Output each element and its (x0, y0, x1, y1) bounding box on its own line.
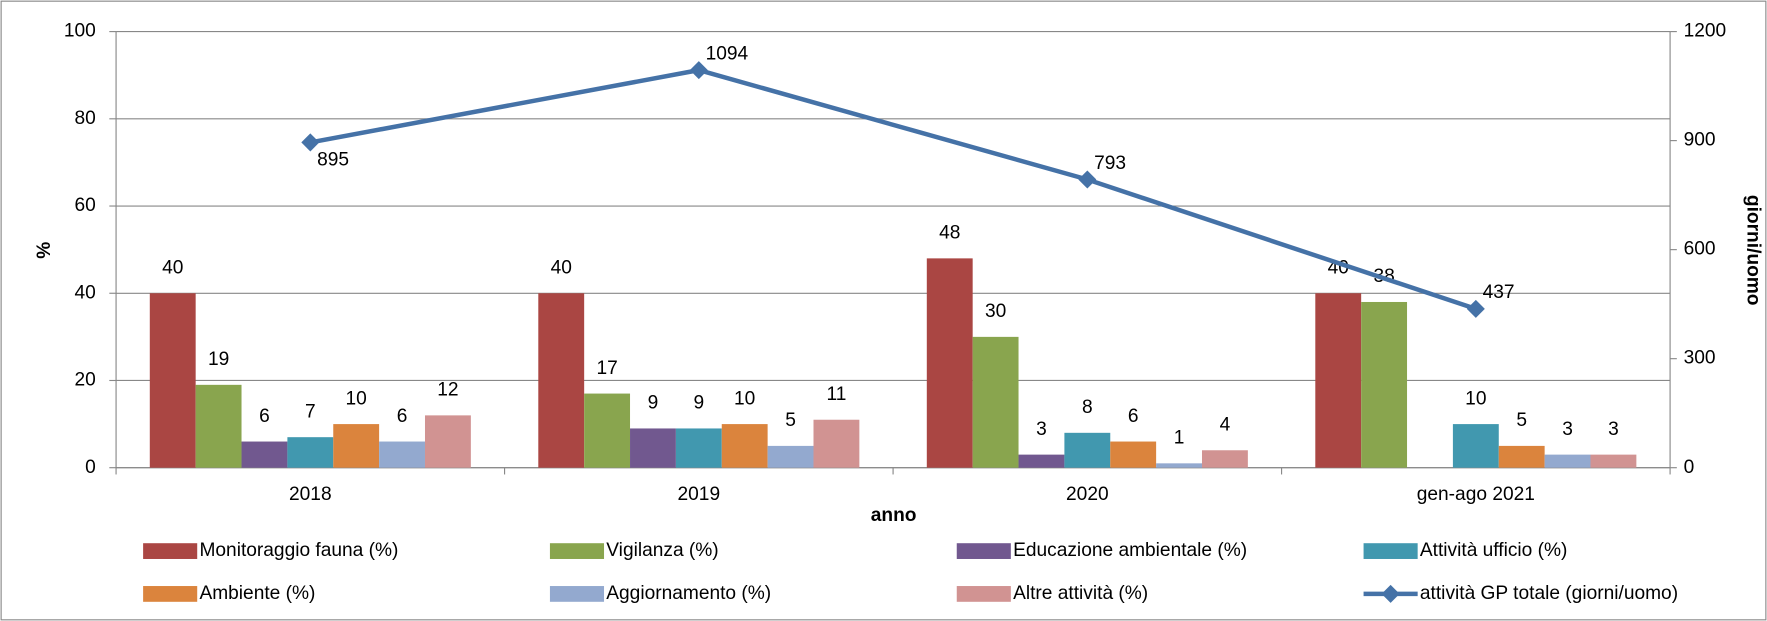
legend-swatch (956, 543, 1011, 559)
bar (675, 428, 722, 468)
data-label: 40 (551, 258, 572, 279)
y2-tick-label: 0 (1684, 457, 1695, 478)
data-label: 4 (1220, 415, 1231, 436)
data-label: 11 (826, 384, 846, 405)
bar (1156, 463, 1202, 468)
data-label: 10 (346, 388, 367, 409)
data-label: 8 (1082, 397, 1093, 418)
bar (1064, 432, 1111, 468)
bar (1590, 454, 1637, 468)
legend-swatch (143, 586, 198, 602)
bar (1201, 450, 1248, 468)
data-label: 1 (1174, 428, 1185, 449)
bar (813, 419, 860, 468)
legend-swatch (956, 586, 1011, 602)
legend-label: Attività ufficio (%) (1420, 540, 1568, 561)
x-tick-label: 2020 (1066, 484, 1109, 505)
bar (584, 393, 631, 468)
x-tick-label: 2018 (289, 484, 332, 505)
x-axis-label: anno (871, 505, 917, 526)
y2-tick-label: 600 (1684, 239, 1716, 260)
line-label: 895 (317, 150, 349, 171)
data-label: 7 (305, 401, 316, 422)
legend-label: Educazione ambientale (%) (1013, 540, 1247, 561)
legend-label: Altre attività (%) (1013, 583, 1148, 604)
data-label: 6 (397, 406, 408, 427)
bar (630, 428, 676, 468)
line-label: 1094 (706, 43, 749, 64)
y-tick-label: 100 (64, 21, 96, 42)
y-tick-label: 60 (74, 195, 95, 216)
data-label: 10 (734, 388, 755, 409)
data-label: 40 (162, 258, 183, 279)
bar (721, 424, 768, 468)
bar (926, 258, 973, 468)
y-tick-label: 20 (74, 370, 95, 391)
line-label: 437 (1483, 282, 1515, 303)
legend-swatch (549, 586, 605, 602)
data-label: 5 (785, 410, 796, 431)
bar (1544, 454, 1591, 468)
bar (424, 415, 471, 468)
legend-label: Aggiornamento (%) (606, 583, 771, 604)
y2-tick-label: 900 (1684, 130, 1716, 151)
bar (972, 336, 1019, 468)
data-label: 9 (693, 393, 704, 414)
x-tick-label: gen-ago 2021 (1417, 484, 1535, 505)
data-label: 30 (985, 301, 1006, 322)
legend-label: attività GP totale (giorni/uomo) (1420, 583, 1678, 604)
legend-swatch (1363, 543, 1418, 559)
line (309, 67, 1477, 312)
bar (1452, 424, 1499, 468)
line-marker (1466, 299, 1485, 318)
bar (241, 441, 288, 468)
data-label: 9 (648, 393, 659, 414)
x-tick-label: 2019 (678, 484, 721, 505)
data-label: 12 (437, 380, 458, 401)
line-marker (301, 133, 320, 152)
legend-swatch (143, 543, 198, 559)
y-axis-label: % (34, 242, 55, 259)
data-label: 3 (1562, 419, 1573, 440)
data-label: 17 (596, 358, 617, 379)
y2-axis-label: giorni/uomo (1742, 195, 1763, 306)
legend-label: Ambiente (%) (199, 583, 315, 604)
data-label: 6 (1128, 406, 1139, 427)
bar (1498, 445, 1545, 468)
bar (767, 445, 814, 468)
bar (333, 424, 380, 468)
y-tick-label: 80 (74, 108, 95, 129)
bar (1110, 441, 1157, 468)
data-label: 6 (259, 406, 270, 427)
data-label: 19 (208, 349, 229, 370)
bar (287, 437, 334, 468)
data-label: 3 (1036, 419, 1047, 440)
legend-label: Vigilanza (%) (606, 540, 718, 561)
y2-tick-label: 1200 (1684, 21, 1727, 42)
y-tick-label: 40 (74, 282, 95, 303)
bar (149, 293, 196, 468)
bar (538, 293, 585, 468)
bar (1018, 454, 1065, 468)
bar (1315, 293, 1362, 468)
data-label: 10 (1465, 388, 1486, 409)
y2-tick-label: 300 (1684, 348, 1716, 369)
data-label: 5 (1516, 410, 1527, 431)
bar (1361, 301, 1408, 468)
legend-label: Monitoraggio fauna (%) (199, 540, 398, 561)
legend-swatch (549, 543, 605, 559)
bar (195, 384, 242, 468)
line-label: 793 (1094, 153, 1126, 174)
line-marker (689, 61, 708, 80)
data-label: 48 (939, 223, 960, 244)
data-label: 3 (1608, 419, 1619, 440)
y-tick-label: 0 (85, 457, 96, 478)
bar (379, 441, 425, 468)
